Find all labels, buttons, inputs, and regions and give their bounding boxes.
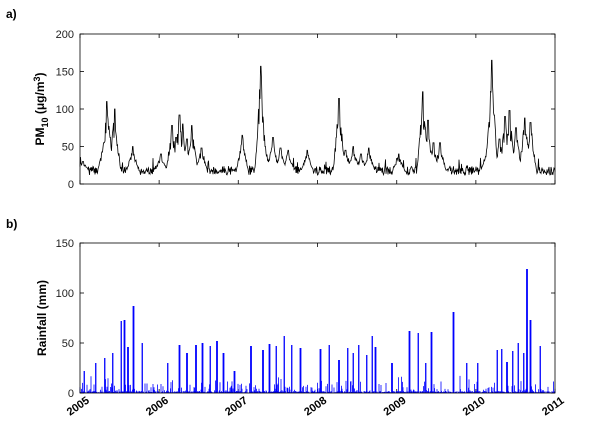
x-tick-label: 2011 [540,395,566,419]
y-tick-label: 100 [56,104,74,116]
y-tick-label: 150 [56,67,74,79]
x-tick-label: 2007 [223,395,250,419]
x-tick-label: 2006 [144,395,171,419]
panel-a-y-ticks: 0 50 100 150 200 [56,29,555,191]
y-tick-label: 150 [56,238,74,250]
rainfall-series-line [79,269,556,393]
panel-a-y-axis-label: PM10 (μg/m3) [32,72,50,145]
y-tick-label: 100 [56,288,74,300]
y-tick-label: 0 [68,388,74,400]
x-tick-label: 2010 [461,395,488,419]
panel-b-axes-box [79,242,556,394]
x-tick-label: 2009 [382,395,409,419]
pm10-series-line [79,59,556,177]
panel-b-y-ticks: 0 50 100 150 [56,238,555,400]
panel-b-y-axis-label: Rainfall (mm) [35,280,49,356]
panel-a-pm10: a) 0 50 100 150 200 PM10 (μg/m3) [6,7,556,191]
panel-b-label: b) [6,217,17,231]
panel-a-axes-box [79,33,556,185]
y-tick-label: 50 [62,338,74,350]
y-tick-label: 50 [62,142,74,154]
x-tick-label: 2008 [302,395,329,419]
y-tick-label: 0 [68,179,74,191]
y-tick-label: 200 [56,29,74,41]
panel-a-label: a) [6,7,17,21]
